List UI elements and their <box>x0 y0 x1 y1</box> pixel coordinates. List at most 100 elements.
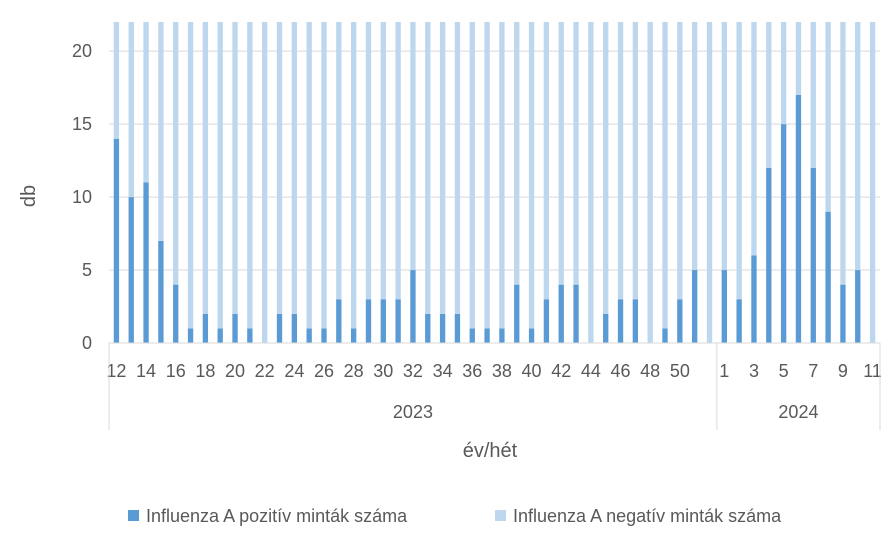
bar-positive <box>276 313 283 343</box>
x-tick-label: 28 <box>344 361 364 381</box>
bar-positive <box>173 284 179 343</box>
x-tick-label: 11 <box>863 361 882 381</box>
bar-positive <box>158 240 164 343</box>
bar-negative <box>410 22 416 271</box>
bar-negative <box>514 22 520 285</box>
x-tick-label: 26 <box>314 361 334 381</box>
bar-negative <box>662 22 668 329</box>
x-tick-label: 22 <box>255 361 275 381</box>
bar-positive <box>410 270 416 343</box>
bars <box>113 22 876 344</box>
bar-negative <box>632 22 639 300</box>
legend-swatch <box>128 510 139 521</box>
bar-negative <box>113 22 120 139</box>
bar-negative <box>350 22 357 329</box>
bar-negative <box>840 22 846 285</box>
x-tick-label: 20 <box>225 361 245 381</box>
bar-positive <box>321 328 327 343</box>
x-tick-label: 34 <box>433 361 453 381</box>
bar-positive <box>499 328 505 343</box>
bar-positive <box>543 299 550 343</box>
bar-positive <box>395 299 401 343</box>
bar-negative <box>321 22 327 329</box>
bar-negative <box>365 22 372 300</box>
bar-negative <box>469 22 475 329</box>
bar-negative <box>232 22 238 314</box>
bar-positive <box>291 313 298 343</box>
legend: Influenza A pozitív minták száma Influenz… <box>128 506 782 526</box>
y-tick-label: 0 <box>82 333 92 353</box>
x-tick-label: 14 <box>136 361 156 381</box>
x-tick-label: 46 <box>611 361 631 381</box>
x-tick-label: 12 <box>106 361 126 381</box>
x-tick-label: 24 <box>284 361 304 381</box>
y-tick-label: 10 <box>72 187 92 207</box>
bar-negative <box>869 22 876 343</box>
x-group-label: 2023 <box>393 402 433 422</box>
bar-negative <box>706 22 713 343</box>
bar-positive <box>113 138 120 343</box>
bar-negative <box>262 22 268 343</box>
bar-negative <box>677 22 683 300</box>
bar-positive <box>232 313 238 343</box>
x-tick-label: 9 <box>838 361 848 381</box>
bar-negative <box>795 22 802 95</box>
bar-positive <box>143 182 149 343</box>
bar-positive <box>202 313 209 343</box>
bar-negative <box>439 22 446 314</box>
bar-positive <box>380 299 386 343</box>
bar-negative <box>617 22 624 300</box>
bar-negative <box>825 22 831 212</box>
bar-positive <box>425 313 431 343</box>
x-tick-label: 30 <box>373 361 393 381</box>
bar-positive <box>217 328 223 343</box>
bar-positive <box>247 328 253 343</box>
bar-positive <box>810 167 816 343</box>
bar-negative <box>187 22 194 329</box>
x-tick-label: 18 <box>195 361 215 381</box>
bar-negative <box>751 22 757 256</box>
bar-negative <box>395 22 401 300</box>
legend-swatch <box>495 510 506 521</box>
bar-positive <box>617 299 624 343</box>
x-tick-label: 1 <box>719 361 729 381</box>
bar-positive <box>484 328 490 343</box>
bar-negative <box>202 22 209 314</box>
bar-negative <box>306 22 312 329</box>
bar-positive <box>677 299 683 343</box>
bar-positive <box>306 328 312 343</box>
bar-positive <box>840 284 846 343</box>
bar-negative <box>810 22 816 168</box>
bar-negative <box>217 22 223 329</box>
y-tick-label: 5 <box>82 260 92 280</box>
bar-negative <box>558 22 564 285</box>
bar-negative <box>766 22 772 168</box>
bar-negative <box>603 22 609 314</box>
y-axis-ticks: 0 5 10 15 20 <box>72 41 92 353</box>
bar-negative <box>291 22 298 314</box>
bar-positive <box>350 328 357 343</box>
bar-negative <box>588 22 594 343</box>
bar-negative <box>336 22 342 300</box>
bar-negative <box>543 22 550 300</box>
bar-positive <box>662 328 668 343</box>
bar-negative <box>691 22 698 271</box>
x-tick-label: 50 <box>670 361 690 381</box>
x-tick-label: 40 <box>522 361 542 381</box>
gridlines <box>109 50 880 271</box>
bar-positive <box>336 299 342 343</box>
x-group-label: 2024 <box>778 402 818 422</box>
bar-negative <box>173 22 179 285</box>
bar-positive <box>736 299 742 343</box>
x-tick-label: 32 <box>403 361 423 381</box>
bar-positive <box>780 124 787 344</box>
bar-positive <box>632 299 639 343</box>
bar-positive <box>454 313 461 343</box>
bar-negative <box>128 22 134 198</box>
bar-positive <box>514 284 520 343</box>
bar-positive <box>187 328 194 343</box>
bar-positive <box>469 328 475 343</box>
bar-negative <box>721 22 727 271</box>
x-tick-label: 16 <box>166 361 186 381</box>
